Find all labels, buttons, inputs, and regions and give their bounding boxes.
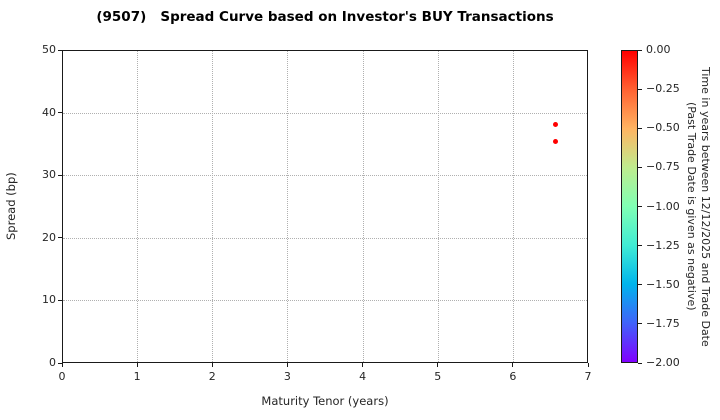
x-tick-mark — [587, 363, 589, 367]
y-tick-label: 30 — [42, 168, 56, 182]
colorbar-label: Time in years between 12/12/2025 and Tra… — [684, 50, 712, 363]
x-tick-label: 6 — [509, 370, 517, 383]
gridline-horizontal — [63, 237, 587, 239]
y-tick-mark — [58, 49, 62, 51]
y-tick-mark — [58, 299, 62, 301]
gridline-vertical — [512, 51, 514, 362]
x-tick-mark — [512, 363, 514, 367]
colorbar — [621, 50, 638, 363]
y-tick-label: 20 — [42, 230, 56, 244]
colorbar-tick-label: −1.50 — [646, 277, 680, 291]
gridline-vertical — [212, 51, 214, 362]
x-tick-label: 5 — [434, 370, 442, 383]
y-tick-mark — [58, 237, 62, 239]
gridline-horizontal — [63, 175, 587, 177]
colorbar-tick-label: −0.25 — [646, 82, 680, 96]
y-tick-mark — [58, 174, 62, 176]
colorbar-tick-mark — [638, 245, 642, 247]
colorbar-tick-label: −0.75 — [646, 160, 680, 174]
y-tick-label: 10 — [42, 293, 56, 307]
data-point — [552, 138, 558, 144]
y-axis-label: Spread (bp) — [4, 172, 18, 241]
y-tick-mark — [58, 362, 62, 364]
x-tick-label: 0 — [58, 370, 66, 383]
x-axis-label: Maturity Tenor (years) — [261, 394, 389, 408]
gridline-vertical — [437, 51, 439, 362]
colorbar-tick-label: 0.00 — [646, 43, 671, 56]
gridline-horizontal — [63, 300, 587, 302]
colorbar-tick-label: −1.75 — [646, 316, 680, 330]
colorbar-tick-label: −2.00 — [646, 356, 680, 369]
chart-title: (9507) Spread Curve based on Investor's … — [96, 9, 554, 25]
x-tick-label: 7 — [584, 370, 592, 383]
x-tick-mark — [437, 363, 439, 367]
x-tick-mark — [286, 363, 288, 367]
colorbar-tick-mark — [638, 362, 642, 364]
colorbar-tick-mark — [638, 166, 642, 168]
x-tick-label: 2 — [208, 370, 216, 383]
colorbar-tick-label: −1.00 — [646, 199, 680, 213]
colorbar-label-line1: Time in years between 12/12/2025 and Tra… — [699, 66, 712, 347]
x-tick-mark — [136, 363, 138, 367]
y-tick-mark — [58, 112, 62, 114]
y-tick-label: 40 — [42, 105, 56, 119]
colorbar-tick-label: −1.25 — [646, 238, 680, 252]
y-tick-label: 50 — [42, 43, 56, 56]
x-tick-label: 1 — [133, 370, 141, 383]
colorbar-tick-mark — [638, 49, 642, 51]
gridline-vertical — [287, 51, 289, 362]
x-tick-label: 3 — [283, 370, 291, 383]
x-tick-mark — [61, 363, 63, 367]
colorbar-tick-mark — [638, 127, 642, 129]
colorbar-label-line2: (Past Trade Date is given as negative) — [685, 102, 698, 311]
data-point — [553, 121, 559, 127]
colorbar-tick-mark — [638, 88, 642, 90]
x-tick-mark — [211, 363, 213, 367]
x-tick-mark — [362, 363, 364, 367]
colorbar-tick-mark — [638, 206, 642, 207]
colorbar-tick-mark — [638, 284, 642, 286]
y-tick-label: 0 — [49, 356, 56, 369]
colorbar-tick-mark — [638, 323, 642, 325]
gridline-vertical — [137, 51, 139, 362]
plot-area — [62, 50, 588, 363]
x-tick-label: 4 — [359, 370, 367, 383]
gridline-horizontal — [63, 112, 587, 114]
gridline-vertical — [362, 51, 364, 362]
colorbar-tick-label: −0.50 — [646, 121, 680, 135]
